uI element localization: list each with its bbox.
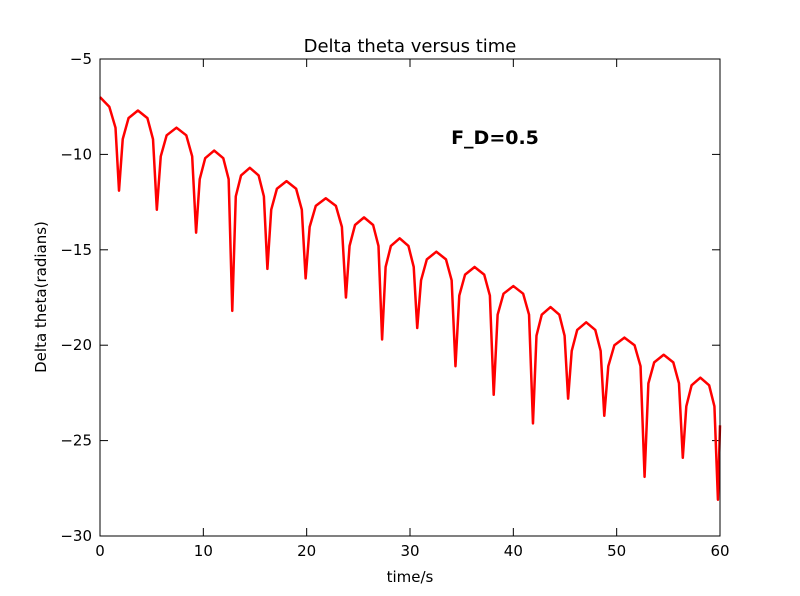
data-line xyxy=(99,96,722,501)
y-tick-label: −30 xyxy=(60,527,92,545)
y-tick-label: −15 xyxy=(60,241,92,259)
plot-frame xyxy=(99,58,721,537)
x-tick-label: 50 xyxy=(607,542,626,560)
x-tick-label: 0 xyxy=(95,542,105,560)
x-tick-label: 10 xyxy=(194,542,213,560)
y-tick-label: −25 xyxy=(60,432,92,450)
chart-title: Delta theta versus time xyxy=(304,36,517,57)
x-tick-label: 20 xyxy=(297,542,316,560)
x-tick-label: 40 xyxy=(504,542,523,560)
x-tick-label: 60 xyxy=(710,542,729,560)
y-tick-label: −10 xyxy=(60,145,92,163)
x-axis-label: time/s xyxy=(387,568,434,586)
y-tick-label: −20 xyxy=(60,336,92,354)
y-axis-label: Delta theta(radians) xyxy=(32,221,50,373)
y-tick-label: −5 xyxy=(70,50,92,68)
annotation: F_D=0.5 xyxy=(451,127,539,149)
x-tick-label: 30 xyxy=(400,542,419,560)
